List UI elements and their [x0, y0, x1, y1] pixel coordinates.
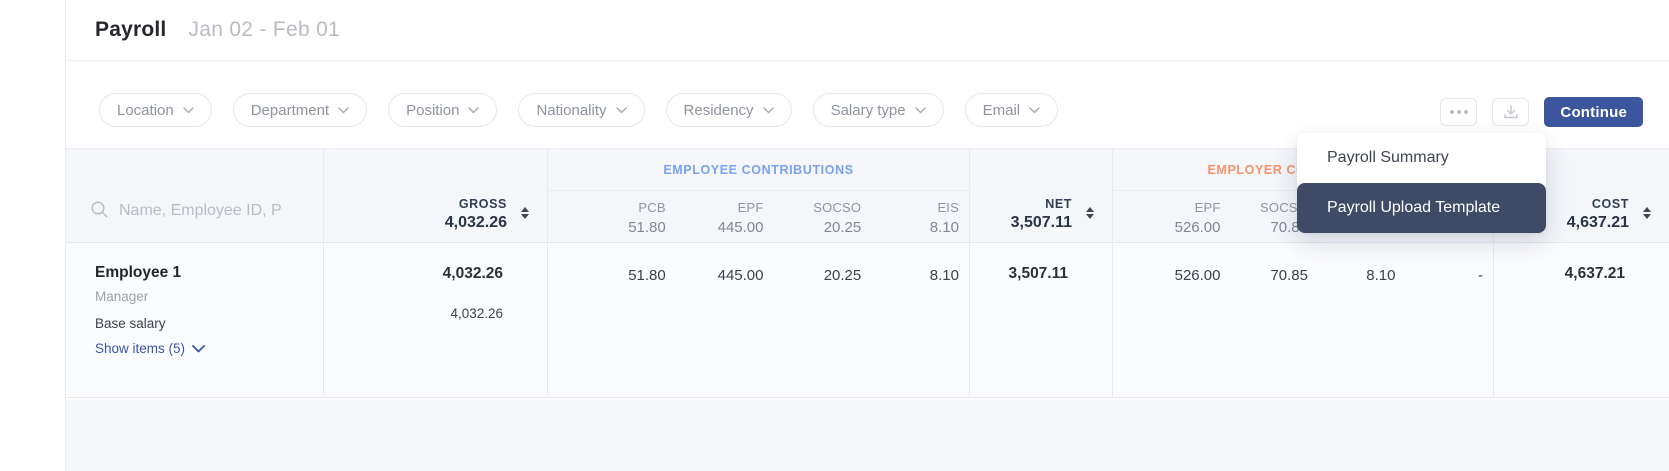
filter-residency[interactable]: Residency: [665, 93, 792, 127]
employer-epf-value: 526.00: [1174, 267, 1221, 284]
cost-value-cell: 4,637.21: [1493, 243, 1669, 397]
cost-header-text: COST 4,637.21: [1567, 197, 1629, 232]
table-search-cell: [66, 149, 323, 242]
employer-socso-value: 70.85: [1270, 267, 1308, 284]
chevron-down-icon: [1029, 106, 1040, 114]
employee-name[interactable]: Employee 1: [95, 264, 182, 281]
employee-contributions-subheaders: PCB 51.80 EPF 445.00 SOCSO 20.25 EIS 8.1…: [548, 191, 969, 242]
chevron-down-icon: [762, 106, 774, 114]
employer-contributions-subheaders: EPF 526.00 SOCSO 70.85 EIS 8.10: [1113, 191, 1493, 242]
continue-button[interactable]: Continue: [1544, 97, 1643, 127]
sort-icon[interactable]: [1086, 207, 1094, 219]
filter-email[interactable]: Email: [964, 93, 1059, 127]
download-dropdown-menu: Payroll Summary Payroll Upload Template: [1297, 133, 1546, 233]
filter-department-label: Department: [250, 101, 330, 119]
base-salary-value: 4,032.26: [450, 306, 503, 321]
net-value-cell: 3,507.11: [969, 243, 1112, 397]
employer-socso-subheader: SOCSO 70.85: [1260, 200, 1308, 236]
employee-contributions-values: 51.80 445.00 20.25 8.10: [547, 243, 969, 397]
filter-location[interactable]: Location: [99, 93, 212, 127]
ellipsis-icon: [1449, 110, 1454, 114]
chevron-down-icon: [615, 106, 627, 114]
employee-role: Manager: [95, 289, 149, 304]
table-row: Employee 1 Manager Base salary Show item…: [66, 243, 1669, 398]
filter-salary-type-label: Salary type: [830, 101, 906, 119]
toolbar: Continue: [1440, 97, 1643, 127]
filter-nationality-label: Nationality: [536, 101, 607, 119]
page-title: Payroll: [95, 18, 167, 41]
filter-nationality[interactable]: Nationality: [518, 93, 645, 127]
ellipsis-icon: [1463, 110, 1468, 114]
filter-salary-type[interactable]: Salary type: [812, 93, 944, 127]
employer-contributions-values: 526.00 70.85 8.10 -: [1112, 243, 1493, 397]
net-column-header[interactable]: NET 3,507.11: [969, 149, 1112, 242]
net-row-total: 3,507.11: [1008, 265, 1068, 282]
gross-row-total: 4,032.26: [442, 265, 503, 282]
socso-value: 20.25: [823, 267, 862, 284]
show-items-label: Show items (5): [95, 341, 186, 356]
menu-item-payroll-summary[interactable]: Payroll Summary: [1297, 133, 1546, 183]
filter-email-label: Email: [982, 101, 1021, 119]
net-label: NET: [1045, 197, 1072, 211]
eis-value: 8.10: [929, 267, 959, 284]
chevron-down-icon: [192, 344, 205, 352]
filter-position-label: Position: [406, 101, 460, 119]
cost-row-total: 4,637.21: [1564, 265, 1625, 282]
cost-label: COST: [1591, 197, 1629, 211]
pcb-subheader: PCB 51.80: [628, 200, 666, 236]
show-items-link[interactable]: Show items (5): [95, 341, 323, 356]
header-divider: [66, 60, 1669, 61]
sort-icon[interactable]: [521, 207, 529, 219]
employee-search-input[interactable]: [119, 202, 309, 220]
employee-contributions-label: EMPLOYEE CONTRIBUTIONS: [548, 149, 969, 191]
epf-value: 445.00: [717, 267, 764, 284]
filter-position[interactable]: Position: [388, 93, 498, 127]
menu-item-payroll-upload-template[interactable]: Payroll Upload Template: [1297, 183, 1546, 233]
content-background: [66, 400, 1669, 471]
gross-header-text: GROSS 4,032.26: [445, 197, 507, 232]
eis-subheader: EIS 8.10: [929, 200, 959, 236]
gross-value-cell: 4,032.26 4,032.26: [323, 243, 547, 397]
employee-cell: Employee 1 Manager Base salary Show item…: [66, 243, 323, 397]
net-header-text: NET 3,507.11: [1011, 197, 1072, 232]
gross-label: GROSS: [458, 197, 507, 211]
cost-total: 4,637.21: [1566, 214, 1629, 231]
filter-department[interactable]: Department: [232, 93, 368, 127]
employer-other-value: -: [1478, 267, 1483, 284]
download-icon: [1504, 105, 1518, 119]
left-border-line: [65, 0, 66, 471]
pay-period-date-range[interactable]: Jan 02 - Feb 01: [188, 18, 341, 41]
page-header: Payroll Jan 02 - Feb 01: [95, 18, 340, 42]
chevron-down-icon: [338, 106, 349, 114]
more-options-button[interactable]: [1440, 98, 1478, 126]
employer-eis-value: 8.10: [1366, 267, 1396, 284]
ellipsis-icon: [1456, 110, 1461, 114]
chevron-down-icon: [182, 106, 194, 114]
pcb-value: 51.80: [628, 267, 666, 284]
gross-column-header[interactable]: GROSS 4,032.26: [323, 149, 547, 242]
salary-item-label: Base salary: [95, 316, 166, 331]
gross-total: 4,032.26: [444, 214, 507, 231]
filter-bar: Location Department Position Nationality…: [99, 93, 1059, 127]
download-button[interactable]: [1492, 98, 1530, 126]
filter-location-label: Location: [117, 101, 174, 119]
employee-contributions-group-header: EMPLOYEE CONTRIBUTIONS PCB 51.80 EPF 445…: [547, 149, 969, 242]
epf-subheader: EPF 445.00: [717, 200, 764, 236]
net-total: 3,507.11: [1010, 214, 1072, 231]
search-icon: [91, 201, 108, 218]
chevron-down-icon: [914, 106, 926, 114]
chevron-down-icon: [468, 106, 480, 114]
socso-subheader: SOCSO 20.25: [813, 200, 862, 236]
filter-residency-label: Residency: [683, 101, 754, 119]
employer-epf-subheader: EPF 526.00: [1174, 200, 1221, 236]
sort-icon[interactable]: [1643, 207, 1651, 219]
